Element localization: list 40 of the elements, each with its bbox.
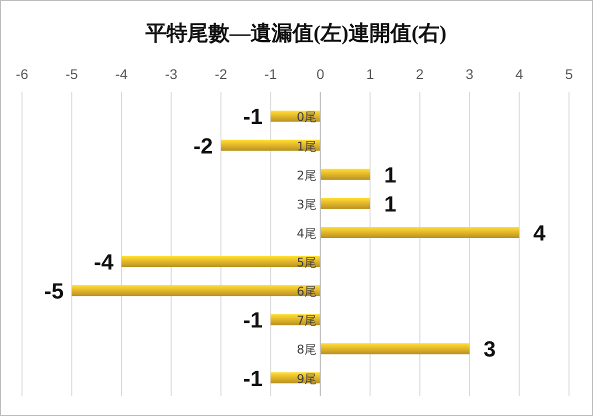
x-tick-label: -2 (214, 66, 228, 82)
data-label: 1 (384, 191, 396, 216)
x-tick-label: 0 (316, 66, 324, 82)
x-tick-label: 4 (515, 66, 524, 82)
bar (320, 343, 470, 354)
x-tick-label: 1 (366, 66, 374, 82)
bar (220, 140, 320, 151)
y-tick-label: 8尾 (296, 342, 316, 357)
data-label: -1 (243, 104, 263, 130)
y-tick-label: 9尾 (296, 372, 316, 386)
data-label: -4 (94, 250, 114, 275)
x-tick-label: -5 (66, 66, 78, 82)
x-tick-label: 5 (565, 66, 574, 82)
y-tick-label: 6尾 (296, 284, 316, 299)
y-tick-label: 3尾 (296, 197, 316, 212)
chart-title: 平特尾數—遺漏值(左)連開值(右) (144, 21, 446, 45)
data-label: 1 (384, 162, 396, 188)
data-label: -1 (243, 308, 263, 333)
bar (121, 256, 320, 268)
bar (320, 168, 370, 180)
x-tick-label: -6 (16, 66, 28, 82)
data-label: -5 (44, 278, 64, 304)
y-tick-label: 5尾 (296, 256, 316, 270)
y-tick-label: 0尾 (296, 110, 316, 124)
y-tick-label: 1尾 (296, 139, 316, 154)
bar (72, 285, 320, 296)
x-tick-label: -4 (115, 66, 128, 82)
data-label: 3 (484, 336, 496, 362)
data-label: -2 (193, 133, 213, 158)
data-label: 4 (533, 220, 546, 246)
x-tick-label: 2 (416, 66, 424, 82)
data-label: -1 (243, 366, 263, 391)
bar (320, 198, 370, 209)
x-tick-label: -3 (164, 66, 178, 82)
x-tick-label: -1 (264, 66, 278, 82)
y-tick-label: 2尾 (296, 168, 316, 182)
bar (320, 226, 520, 238)
y-tick-label: 4尾 (296, 226, 316, 240)
x-tick-label: 3 (466, 66, 474, 82)
y-tick-label: 7尾 (296, 314, 316, 328)
